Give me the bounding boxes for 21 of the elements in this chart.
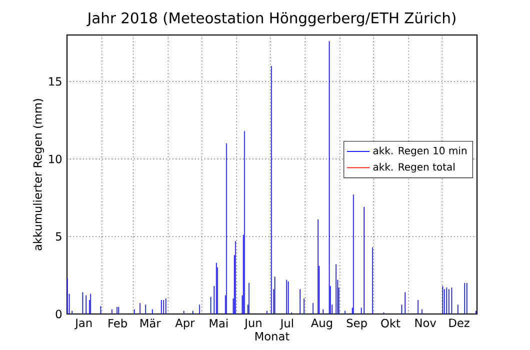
- legend-label: akk. Regen total: [373, 162, 454, 173]
- x-tick-label: Jan: [74, 318, 92, 330]
- x-tick-label: Aug: [311, 318, 332, 330]
- x-tick-label: Mär: [140, 318, 161, 328]
- x-tick-label: Nov: [415, 318, 436, 328]
- chart-title: Jahr 2018 (Meteostation Hönggerberg/ETH Zürich): [86, 12, 456, 26]
- x-axis-title: Monat: [255, 332, 290, 341]
- x-tick-label: Sep: [346, 318, 367, 330]
- legend-label: akk. Regen 10 min: [373, 146, 466, 156]
- x-tick-label: Okt: [381, 318, 400, 328]
- x-tick-label: Feb: [108, 318, 127, 328]
- x-tick-label: Mai: [210, 318, 228, 328]
- y-axis-title: akkumulierter Regen (mm): [33, 99, 44, 250]
- x-tick-label: Apr: [175, 318, 195, 330]
- y-tick-label: 10: [49, 154, 62, 164]
- y-tick-label: 15: [49, 77, 62, 86]
- y-tick-label: 0: [56, 310, 62, 318]
- x-tick-label: Dez: [449, 318, 470, 328]
- x-tick-label: Jul: [280, 318, 293, 330]
- y-tick-label: 5: [56, 232, 62, 241]
- x-tick-label: Jun: [244, 318, 262, 330]
